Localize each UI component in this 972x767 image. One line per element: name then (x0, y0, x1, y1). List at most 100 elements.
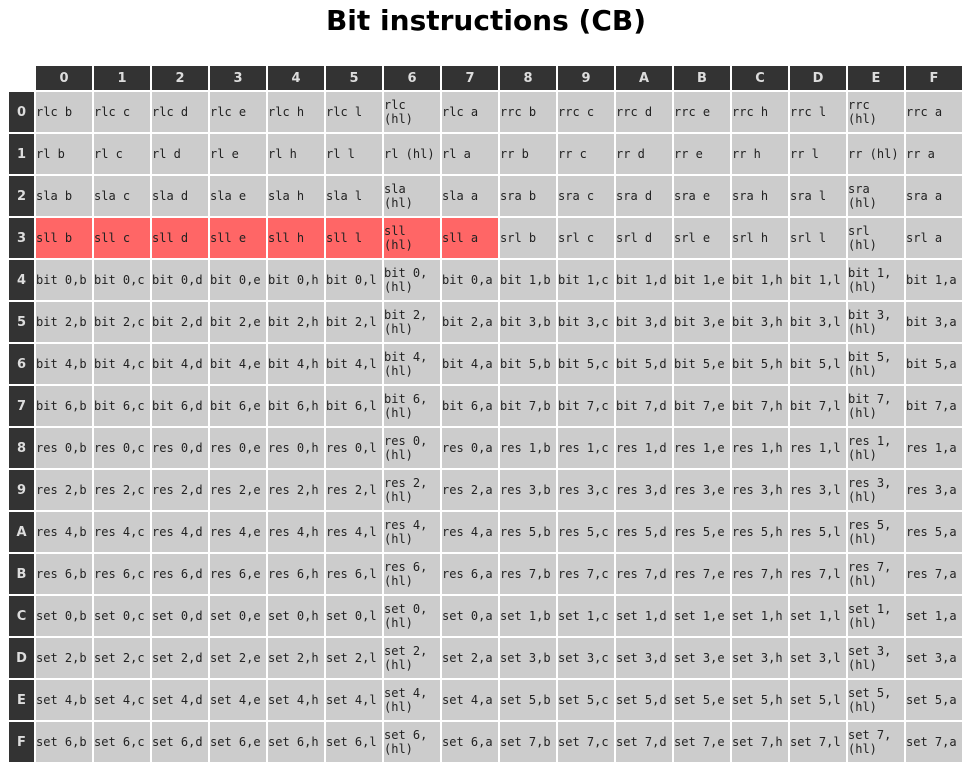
opcode-cell: rlc e (210, 92, 266, 132)
opcode-cell: res 2,h (268, 470, 324, 510)
column-header: 7 (442, 66, 498, 90)
row-header: 5 (9, 302, 34, 342)
opcode-cell: bit 6,l (326, 386, 382, 426)
opcode-cell: set 5,e (674, 680, 730, 720)
opcode-cell: res 1,h (732, 428, 788, 468)
opcode-cell: res 1,l (790, 428, 846, 468)
opcode-cell: bit 6,b (36, 386, 92, 426)
opcode-cell: res 7,c (558, 554, 614, 594)
opcode-cell: res 1,c (558, 428, 614, 468)
opcode-cell: bit 4, (hl) (384, 344, 440, 384)
opcode-cell: res 6,c (94, 554, 150, 594)
opcode-cell: res 4,l (326, 512, 382, 552)
opcode-cell: rrc d (616, 92, 672, 132)
table-row: 0 rlc b rlc c rlc d rlc e rlc h rlc l rlc (hl) r… (9, 92, 962, 132)
opcode-cell: res 5, (hl) (848, 512, 904, 552)
opcode-cell: set 0,l (326, 596, 382, 636)
opcode-cell: set 0,b (36, 596, 92, 636)
opcode-cell: bit 5,a (906, 344, 962, 384)
opcode-cell: set 7,l (790, 722, 846, 762)
opcode-cell: res 7,h (732, 554, 788, 594)
opcode-cell: res 2,b (36, 470, 92, 510)
opcode-cell-undocumented: sll b (36, 218, 92, 258)
opcode-cell: bit 5,c (558, 344, 614, 384)
opcode-cell: res 3,b (500, 470, 556, 510)
opcode-cell: res 6,d (152, 554, 208, 594)
opcode-cell: bit 0,e (210, 260, 266, 300)
column-header: A (616, 66, 672, 90)
opcode-cell: res 7,a (906, 554, 962, 594)
opcode-cell: set 6, (hl) (384, 722, 440, 762)
opcode-cell: sra a (906, 176, 962, 216)
opcode-cell: rl e (210, 134, 266, 174)
opcode-cell: bit 5, (hl) (848, 344, 904, 384)
opcode-cell-undocumented: sll d (152, 218, 208, 258)
column-header: E (848, 66, 904, 90)
opcode-cell: bit 5,l (790, 344, 846, 384)
opcode-cell: res 5,h (732, 512, 788, 552)
row-header: 4 (9, 260, 34, 300)
opcode-cell: bit 1, (hl) (848, 260, 904, 300)
opcode-cell: res 4,a (442, 512, 498, 552)
column-header: 6 (384, 66, 440, 90)
opcode-cell: bit 3,b (500, 302, 556, 342)
opcode-cell-undocumented: sll (hl) (384, 218, 440, 258)
opcode-cell: rl b (36, 134, 92, 174)
opcode-cell: res 3,a (906, 470, 962, 510)
column-header: C (732, 66, 788, 90)
opcode-cell: set 1, (hl) (848, 596, 904, 636)
opcode-cell: rlc h (268, 92, 324, 132)
opcode-cell: rlc c (94, 92, 150, 132)
opcode-cell: bit 3,a (906, 302, 962, 342)
opcode-cell: sla d (152, 176, 208, 216)
opcode-cell: rlc a (442, 92, 498, 132)
table-row: 8 res 0,b res 0,c res 0,d res 0,e res 0,h res … (9, 428, 962, 468)
row-header: D (9, 638, 34, 678)
opcode-cell-undocumented: sll e (210, 218, 266, 258)
opcode-cell: set 6,a (442, 722, 498, 762)
opcode-cell: res 2,l (326, 470, 382, 510)
table-row: 2 sla b sla c sla d sla e sla h sla l sla (hl) s… (9, 176, 962, 216)
opcode-cell: bit 7,c (558, 386, 614, 426)
opcode-cell: set 7,h (732, 722, 788, 762)
opcode-cell: rl l (326, 134, 382, 174)
opcode-cell: sla (hl) (384, 176, 440, 216)
opcode-cell: bit 3,c (558, 302, 614, 342)
opcode-cell: bit 3, (hl) (848, 302, 904, 342)
opcode-cell: sra c (558, 176, 614, 216)
column-header: 0 (36, 66, 92, 90)
opcode-cell: bit 6,a (442, 386, 498, 426)
opcode-cell: res 7,d (616, 554, 672, 594)
opcode-cell: bit 1,l (790, 260, 846, 300)
opcode-cell: set 1,b (500, 596, 556, 636)
opcode-cell: set 4,e (210, 680, 266, 720)
opcode-cell: set 7,d (616, 722, 672, 762)
opcode-cell: set 5,l (790, 680, 846, 720)
opcode-cell: rr a (906, 134, 962, 174)
opcode-cell: bit 7,l (790, 386, 846, 426)
opcode-cell: bit 0,h (268, 260, 324, 300)
opcode-cell: sla a (442, 176, 498, 216)
opcode-cell: res 3,e (674, 470, 730, 510)
opcode-cell: bit 2,e (210, 302, 266, 342)
opcode-cell: sra h (732, 176, 788, 216)
opcode-cell: bit 5,d (616, 344, 672, 384)
opcode-cell: set 2,h (268, 638, 324, 678)
opcode-cell: res 7, (hl) (848, 554, 904, 594)
opcode-cell: sra (hl) (848, 176, 904, 216)
opcode-cell: res 0,d (152, 428, 208, 468)
row-header: 3 (9, 218, 34, 258)
opcode-cell: sra b (500, 176, 556, 216)
opcode-cell: set 7,c (558, 722, 614, 762)
opcode-cell: bit 1,h (732, 260, 788, 300)
opcode-cell: rr e (674, 134, 730, 174)
row-header: F (9, 722, 34, 762)
opcode-cell: bit 3,e (674, 302, 730, 342)
opcode-cell: bit 2,l (326, 302, 382, 342)
table-row: 3 sll b sll c sll d sll e sll h sll l sll (hl) s… (9, 218, 962, 258)
table-row: 1 rl b rl c rl d rl e rl h rl l rl (hl) rl a rr b… (9, 134, 962, 174)
opcode-cell: bit 4,b (36, 344, 92, 384)
opcode-cell: bit 2, (hl) (384, 302, 440, 342)
opcode-cell: bit 6,c (94, 386, 150, 426)
